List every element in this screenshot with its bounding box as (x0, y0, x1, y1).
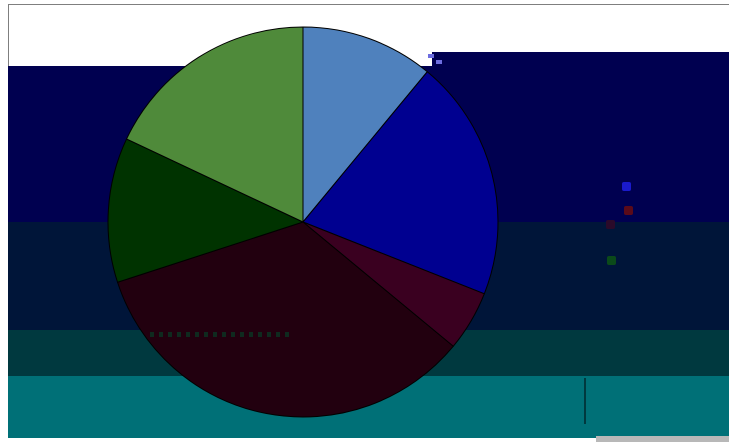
glitch-tick (168, 332, 172, 337)
pie-slices (107, 26, 499, 418)
glitch-tick (240, 332, 244, 337)
glitch-tick (213, 332, 217, 337)
legend-marker (622, 182, 631, 191)
glitch-tick (276, 332, 280, 337)
glitch-tick (177, 332, 181, 337)
glitch-tick (249, 332, 253, 337)
glitch-panel-teal (584, 378, 729, 424)
glitch-tick (195, 332, 199, 337)
pie-slice (107, 138, 305, 283)
frame-top-border (8, 4, 729, 5)
pie-slice (302, 71, 499, 295)
glitch-tick (267, 332, 271, 337)
pie-slice (302, 26, 429, 224)
legend-marker (607, 256, 616, 265)
pie-slice (125, 26, 304, 223)
legend-marker (606, 220, 615, 229)
glitch-tick (186, 332, 190, 337)
glitch-tick (285, 332, 289, 337)
pie-slice (116, 221, 454, 418)
glitch-tick (231, 332, 235, 337)
glitch-tick (222, 332, 226, 337)
glitch-tick (150, 332, 154, 337)
glitch-tick (258, 332, 262, 337)
glitch-tick (159, 332, 163, 337)
glitch-chip (428, 54, 434, 58)
glitch-band-grey (596, 436, 729, 442)
glitch-tick (204, 332, 208, 337)
legend-marker (624, 206, 633, 215)
glitch-chip (436, 60, 442, 64)
